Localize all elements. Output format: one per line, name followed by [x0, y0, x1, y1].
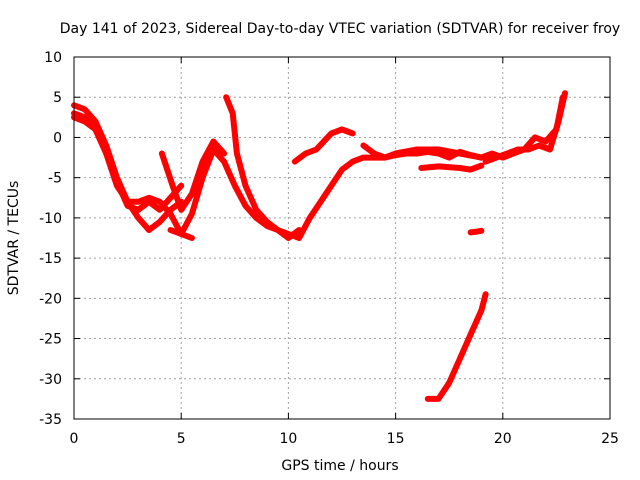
series-line-arc-8	[360, 142, 485, 161]
data-series	[71, 90, 568, 402]
series-line-arc-7	[291, 126, 356, 165]
series-line-arc-4	[158, 138, 228, 213]
y-tick-label: -30	[39, 372, 62, 388]
series-line-arc-3	[71, 114, 195, 241]
series-line-arc-11	[424, 291, 489, 402]
x-tick-label: 20	[494, 431, 512, 447]
y-tick-label: 0	[53, 130, 62, 146]
x-axis-label: GPS time / hours	[281, 458, 398, 474]
y-tick-label: 5	[53, 90, 62, 106]
x-tick-label: 10	[279, 431, 297, 447]
y-tick-label: -5	[48, 171, 62, 187]
x-tick-label: 5	[177, 431, 186, 447]
x-tick-label: 25	[601, 431, 619, 447]
tick-labels: 0 5 10 15 20 25 10 5 0 -5 -10 -15 -20 -25 -30 -35	[39, 50, 619, 447]
axis-ticks	[73, 56, 611, 420]
chart-title: Day 141 of 2023, Sidereal Day-to-day VTE…	[60, 21, 620, 37]
gridlines	[74, 57, 610, 419]
y-tick-label: -20	[39, 291, 62, 307]
y-tick-label: -25	[39, 332, 62, 348]
y-tick-label: -15	[39, 251, 62, 267]
y-tick-label: 10	[44, 50, 62, 66]
x-tick-label: 15	[387, 431, 405, 447]
series-line-arc-9	[418, 162, 485, 173]
y-tick-label: -10	[39, 211, 62, 227]
y-tick-label: -35	[39, 412, 62, 428]
series-line-arc-10	[467, 227, 485, 236]
y-axis-label: SDTVAR / TECUs	[6, 181, 22, 296]
plot-frame	[73, 56, 611, 420]
series-line-arc-13	[482, 90, 568, 165]
x-tick-label: 0	[70, 431, 79, 447]
